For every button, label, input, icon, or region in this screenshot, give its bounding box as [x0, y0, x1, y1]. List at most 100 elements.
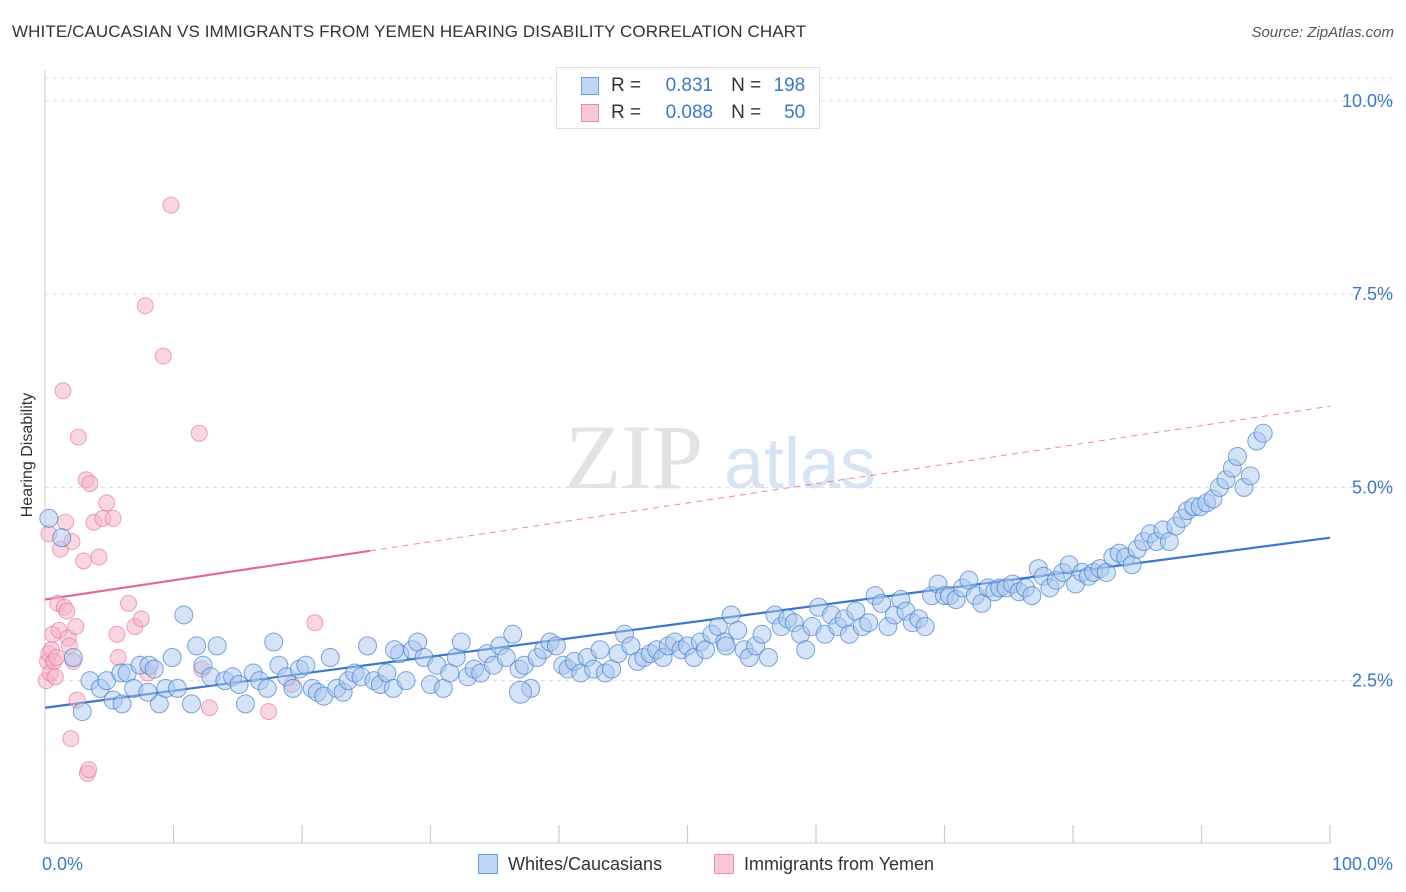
- point-yemen: [69, 428, 87, 446]
- point-whites: [385, 640, 405, 660]
- point-whites: [496, 647, 516, 667]
- point-yemen: [75, 552, 93, 570]
- point-whites: [915, 617, 935, 637]
- trend-line-yemen-dashed: [370, 405, 1331, 552]
- point-whites: [320, 647, 340, 667]
- axes: [44, 70, 1331, 844]
- point-whites: [162, 647, 182, 667]
- bottom-legend-yemen: Immigrants from Yemen: [714, 852, 934, 876]
- point-whites: [138, 682, 158, 702]
- point-yemen: [62, 730, 80, 748]
- point-whites: [1253, 423, 1273, 443]
- point-whites: [716, 636, 736, 656]
- y-tick-label: 5.0%: [1352, 477, 1393, 497]
- point-yemen: [190, 424, 208, 442]
- point-yemen: [306, 614, 324, 632]
- point-whites: [257, 678, 277, 698]
- legend-row-yemen: R = 0.088 N = 50: [581, 101, 805, 125]
- bottom-legend-swatch-whites: [478, 854, 498, 874]
- y-tick-label: 10.0%: [1342, 91, 1393, 111]
- point-whites: [503, 624, 523, 644]
- point-whites: [187, 636, 207, 656]
- point-yemen: [108, 625, 126, 643]
- legend-swatch-whites: [581, 77, 599, 95]
- point-whites: [52, 528, 72, 548]
- legend-swatch-yemen: [581, 104, 599, 122]
- point-whites: [72, 702, 92, 722]
- point-whites: [283, 678, 303, 698]
- legend-n-value-whites: 198: [773, 75, 806, 96]
- point-whites: [112, 694, 132, 714]
- y-tick-label: 7.5%: [1352, 284, 1393, 304]
- point-yemen: [48, 648, 66, 666]
- point-yemen: [260, 703, 278, 721]
- point-yemen: [98, 494, 116, 512]
- point-whites: [167, 678, 187, 698]
- point-yemen: [81, 475, 99, 493]
- bottom-legend-swatch-yemen: [714, 854, 734, 874]
- point-yemen: [57, 513, 75, 531]
- x-tick-label-min: 0.0%: [42, 854, 83, 874]
- legend-n-value-yemen: 50: [784, 102, 806, 123]
- y-tick-label: 2.5%: [1352, 671, 1393, 691]
- point-yemen: [162, 196, 180, 214]
- legend-r-value-whites: 0.831: [665, 75, 714, 96]
- bottom-legend-whites: Whites/Caucasians: [478, 852, 662, 876]
- point-yemen: [54, 382, 72, 400]
- point-whites: [1240, 466, 1260, 486]
- chart-title: WHITE/CAUCASIAN VS IMMIGRANTS FROM YEMEN…: [12, 22, 807, 41]
- watermark: ZIP atlas: [565, 406, 876, 508]
- trend-line-yemen-solid: [44, 549, 371, 601]
- legend-row-whites: R = 0.831 N = 198: [581, 74, 805, 98]
- point-yemen: [109, 648, 127, 666]
- tick-labels: 2.5% 5.0% 7.5% 10.0% 0.0% 100.0%: [42, 91, 1393, 874]
- legend-n-label: N =: [731, 102, 762, 123]
- point-whites: [1227, 447, 1247, 466]
- point-whites: [181, 694, 201, 714]
- watermark-atlas: atlas: [724, 424, 876, 504]
- point-yemen: [120, 594, 138, 612]
- point-yemen: [67, 618, 85, 636]
- point-whites: [358, 636, 378, 656]
- point-whites: [264, 632, 284, 652]
- point-yemen: [154, 347, 172, 365]
- point-yemen: [200, 699, 218, 717]
- legend-r-value-yemen: 0.088: [665, 102, 714, 123]
- point-whites: [229, 675, 249, 695]
- point-yemen: [80, 761, 98, 779]
- point-whites: [1022, 586, 1042, 606]
- point-whites: [207, 636, 227, 656]
- legend-r-label: R =: [611, 75, 642, 96]
- point-whites: [396, 671, 416, 691]
- point-whites: [796, 640, 816, 660]
- x-tick-label-max: 100.0%: [1332, 854, 1393, 874]
- point-yemen: [46, 668, 64, 686]
- point-whites: [590, 640, 610, 660]
- source-credit: Source: ZipAtlas.com: [1251, 24, 1394, 41]
- correlation-legend: R = 0.831 N = 198 R = 0.088 N = 50: [556, 67, 820, 129]
- point-yemen: [136, 297, 154, 315]
- point-yemen: [58, 602, 76, 620]
- bottom-legend-label-whites: Whites/Caucasians: [508, 853, 663, 874]
- series-whites-points: [39, 423, 1273, 722]
- bottom-legend-label-yemen: Immigrants from Yemen: [744, 853, 935, 874]
- point-whites: [63, 647, 83, 667]
- point-whites: [144, 659, 164, 679]
- point-whites: [859, 613, 879, 633]
- point-whites: [752, 624, 772, 644]
- legend-r-label: R =: [611, 102, 642, 123]
- point-whites: [39, 508, 59, 528]
- point-yemen: [132, 610, 150, 628]
- point-whites: [546, 636, 566, 656]
- point-whites: [508, 680, 532, 704]
- watermark-zip: ZIP: [565, 406, 703, 508]
- point-whites: [174, 605, 194, 625]
- point-whites: [728, 620, 748, 640]
- point-yemen: [90, 548, 108, 566]
- grid-lines: [45, 77, 1395, 682]
- point-yemen: [104, 509, 122, 527]
- point-whites: [235, 694, 255, 714]
- point-whites: [451, 632, 471, 652]
- point-whites: [872, 593, 892, 613]
